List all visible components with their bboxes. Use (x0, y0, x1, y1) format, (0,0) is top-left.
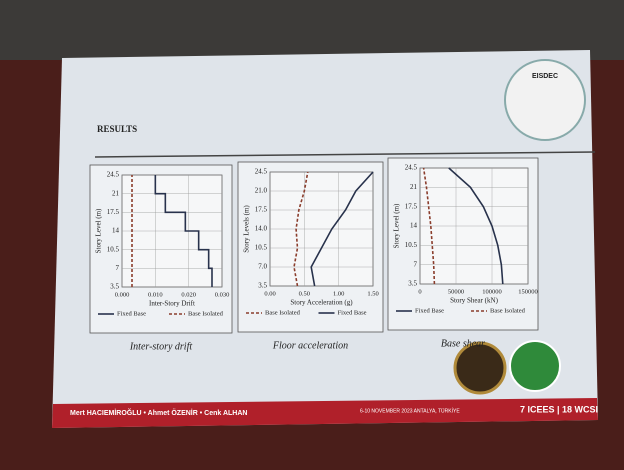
chart-caption: Inter-story drift (129, 341, 193, 352)
x-tick-label: 0.020 (181, 291, 196, 298)
logo-text: EISDEC (532, 73, 558, 80)
y-tick-label: 14 (112, 227, 120, 235)
y-tick-label: 17.5 (405, 202, 418, 210)
y-tick-label: 21 (410, 183, 418, 191)
legend-label: Fixed Base (117, 310, 146, 317)
x-tick-label: 0.00 (264, 290, 275, 297)
chart-caption: Floor acceleration (272, 340, 348, 351)
legend-label: Base Isolated (265, 309, 301, 316)
event-name: 7 ICEES | 18 WCSI (520, 404, 598, 414)
chart-caption: Base shear (441, 338, 485, 349)
legend-label: Base Isolated (490, 307, 526, 314)
y-tick-label: 21.0 (255, 187, 268, 195)
y-tick-label: 24.5 (405, 164, 418, 172)
y-axis-label: Story Level (m) (95, 208, 103, 253)
x-tick-label: 1.00 (333, 290, 344, 297)
x-tick-label: 150000 (518, 288, 538, 295)
x-tick-label: 1.50 (367, 290, 378, 297)
photo: EISDEC RESULTS Mert HACIEMİROĞLU • Ahmet… (0, 0, 624, 470)
y-tick-label: 24.5 (107, 171, 120, 179)
y-axis-label: Story Levels (m) (243, 205, 251, 253)
logo (455, 343, 505, 393)
y-tick-label: 14.0 (255, 225, 268, 233)
y-tick-label: 24.5 (255, 168, 268, 176)
y-tick-label: 7 (116, 264, 120, 272)
x-axis-label: Story Shear (kN) (450, 297, 498, 305)
y-tick-label: 21 (112, 189, 120, 197)
x-tick-label: 0.50 (299, 290, 310, 297)
x-tick-label: 50000 (448, 288, 464, 295)
y-axis-label: Story Level (m) (393, 203, 401, 248)
event-date: 6-10 NOVEMBER 2023 ANTALYA, TÜRKİYE (360, 407, 460, 414)
y-tick-label: 7 (414, 260, 418, 268)
y-tick-label: 3.5 (110, 283, 119, 291)
y-tick-label: 7.0 (258, 263, 267, 271)
logo (510, 341, 560, 391)
x-tick-label: 0.000 (115, 291, 130, 298)
y-tick-label: 10.5 (405, 241, 418, 249)
x-tick-label: 0.010 (148, 291, 163, 298)
x-axis-label: Inter-Story Drift (149, 300, 195, 308)
y-tick-label: 17.5 (255, 206, 268, 214)
y-tick-label: 14 (410, 222, 418, 230)
x-axis-label: Story Acceleration (g) (290, 299, 353, 307)
y-tick-label: 3.5 (408, 280, 417, 288)
y-tick-label: 10.5 (255, 244, 268, 252)
legend-label: Fixed Base (338, 309, 367, 316)
y-tick-label: 3.5 (258, 282, 267, 290)
x-tick-label: 100000 (482, 288, 502, 295)
authors: Mert HACIEMİROĞLU • Ahmet ÖZENİR • Cenk … (70, 408, 247, 417)
legend-label: Base Isolated (188, 310, 224, 317)
y-tick-label: 17.5 (107, 208, 120, 216)
x-tick-label: 0.030 (215, 291, 230, 298)
heading: RESULTS (97, 124, 137, 134)
x-tick-label: 0 (418, 288, 421, 295)
y-tick-label: 10.5 (107, 245, 120, 253)
legend-label: Fixed Base (415, 307, 444, 314)
